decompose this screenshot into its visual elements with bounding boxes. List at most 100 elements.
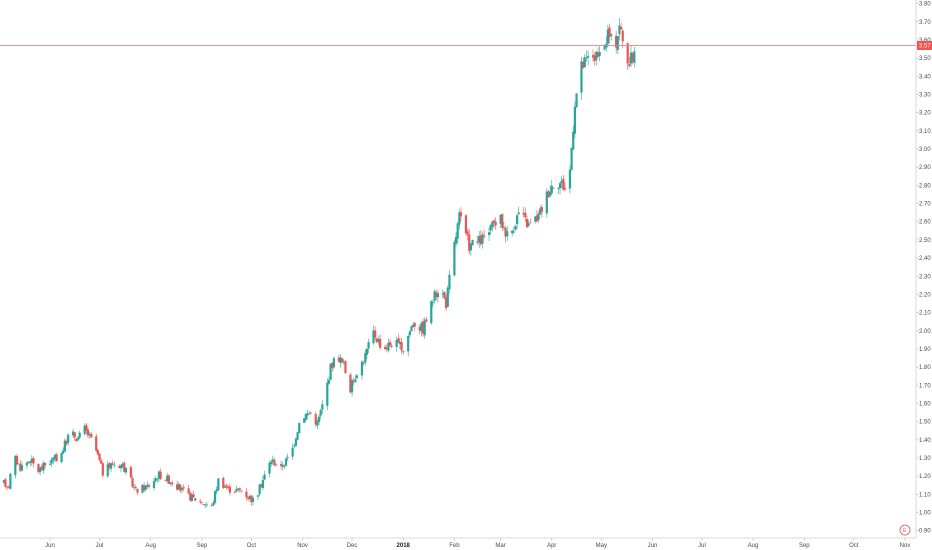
candle-body[interactable] xyxy=(375,338,378,343)
candle-body[interactable] xyxy=(291,447,294,457)
candle-body[interactable] xyxy=(55,454,58,462)
candle-body[interactable] xyxy=(96,450,99,455)
candle-body[interactable] xyxy=(603,44,606,50)
candle-body[interactable] xyxy=(568,169,572,189)
candle-body[interactable] xyxy=(293,445,296,447)
candle-body[interactable] xyxy=(413,323,416,327)
candle-body[interactable] xyxy=(215,489,218,492)
candle-body[interactable] xyxy=(83,425,86,434)
candle-body[interactable] xyxy=(60,452,63,463)
candle-body[interactable] xyxy=(563,187,567,190)
candle-body[interactable] xyxy=(352,380,355,382)
candle-body[interactable] xyxy=(124,467,128,473)
candle-body[interactable] xyxy=(136,488,139,493)
candle-body[interactable] xyxy=(217,478,220,491)
candle-body[interactable] xyxy=(159,471,162,479)
candle-body[interactable] xyxy=(154,478,157,482)
candle-body[interactable] xyxy=(615,35,618,48)
price-axis[interactable]: 0.90 1.00 1.10 1.20 1.30 1.40 1.50 1.60 1.70 1.80… xyxy=(916,2,931,535)
candle-body[interactable] xyxy=(545,191,548,214)
candle-body[interactable] xyxy=(251,497,255,502)
candle-body[interactable] xyxy=(504,227,507,237)
candle-body[interactable] xyxy=(512,231,515,233)
candle-body[interactable] xyxy=(88,434,91,435)
candle-body[interactable] xyxy=(29,461,32,464)
candle-body[interactable] xyxy=(156,479,159,481)
candle-body[interactable] xyxy=(9,473,12,489)
candle-body[interactable] xyxy=(53,455,57,459)
candle-body[interactable] xyxy=(146,484,149,487)
candle-body[interactable] xyxy=(233,491,236,493)
candle-body[interactable] xyxy=(517,212,520,215)
candle-body[interactable] xyxy=(586,56,590,58)
candle-body[interactable] xyxy=(402,351,405,353)
candle-body[interactable] xyxy=(494,221,497,226)
candle-body[interactable] xyxy=(62,450,65,454)
candle-body[interactable] xyxy=(501,214,504,228)
candle-body[interactable] xyxy=(204,504,207,506)
candle-body[interactable] xyxy=(344,361,347,374)
candle-body[interactable] xyxy=(175,484,179,490)
candle-body[interactable] xyxy=(180,487,184,490)
candle-body[interactable] xyxy=(329,363,332,380)
candle-body[interactable] xyxy=(558,183,562,189)
candle-body[interactable] xyxy=(585,57,588,59)
candle-body[interactable] xyxy=(560,180,563,183)
candle-body[interactable] xyxy=(157,471,161,479)
candle-body[interactable] xyxy=(119,465,123,469)
time-axis[interactable]: Jun Jul Aug Sep Oct Nov Dec 2018 Feb Mar Apr May Jun… xyxy=(45,538,910,549)
candle-body[interactable] xyxy=(101,463,104,476)
candle-body[interactable] xyxy=(202,504,205,505)
candle-body[interactable] xyxy=(606,29,609,44)
candle-body[interactable] xyxy=(591,55,595,58)
candle-body[interactable] xyxy=(281,464,284,467)
candle-body[interactable] xyxy=(131,478,134,487)
candle-body[interactable] xyxy=(374,330,377,338)
candle-body[interactable] xyxy=(524,212,527,218)
candle-body[interactable] xyxy=(73,432,76,438)
candle-body[interactable] xyxy=(189,493,192,501)
candle-body[interactable] xyxy=(529,222,532,224)
candle-body[interactable] xyxy=(32,458,35,464)
candle-body[interactable] xyxy=(225,485,228,488)
candle-body[interactable] xyxy=(481,234,484,244)
candle-body[interactable] xyxy=(261,479,265,488)
candle-body[interactable] xyxy=(616,36,619,50)
candle-body[interactable] xyxy=(228,486,232,493)
candle-body[interactable] xyxy=(355,375,359,379)
candle-body[interactable] xyxy=(372,330,375,344)
candle-body[interactable] xyxy=(199,500,202,502)
candle-body[interactable] xyxy=(398,341,402,344)
candle-body[interactable] xyxy=(621,30,624,42)
candle-body[interactable] xyxy=(37,464,40,473)
candle-body[interactable] xyxy=(479,235,482,245)
candle-body[interactable] xyxy=(580,61,583,93)
candle-body[interactable] xyxy=(317,416,321,422)
candle-body[interactable] xyxy=(388,342,392,346)
candle-body[interactable] xyxy=(38,467,42,472)
candle-body[interactable] xyxy=(478,236,481,243)
candle-body[interactable] xyxy=(431,302,435,304)
candle-body[interactable] xyxy=(212,502,215,506)
candle-body[interactable] xyxy=(192,494,195,498)
candle-body[interactable] xyxy=(25,462,28,466)
candle-body[interactable] xyxy=(100,460,103,464)
candle-body[interactable] xyxy=(349,374,352,393)
candle-body[interactable] xyxy=(30,458,33,463)
candle-body[interactable] xyxy=(284,458,288,466)
candle-body[interactable] xyxy=(222,477,225,489)
candle-body[interactable] xyxy=(270,461,273,464)
candle-body[interactable] xyxy=(582,61,585,68)
candle-body[interactable] xyxy=(516,215,519,225)
candle-body[interactable] xyxy=(263,474,266,480)
candle-body[interactable] xyxy=(390,345,393,347)
candle-body[interactable] xyxy=(421,321,425,334)
candle-body[interactable] xyxy=(433,291,436,301)
candle-body[interactable] xyxy=(95,436,98,451)
candle-body[interactable] xyxy=(106,464,109,477)
candle-body[interactable] xyxy=(534,216,537,222)
candle-body[interactable] xyxy=(550,185,553,194)
candle-body[interactable] xyxy=(410,326,413,331)
candle-body[interactable] xyxy=(43,462,47,466)
